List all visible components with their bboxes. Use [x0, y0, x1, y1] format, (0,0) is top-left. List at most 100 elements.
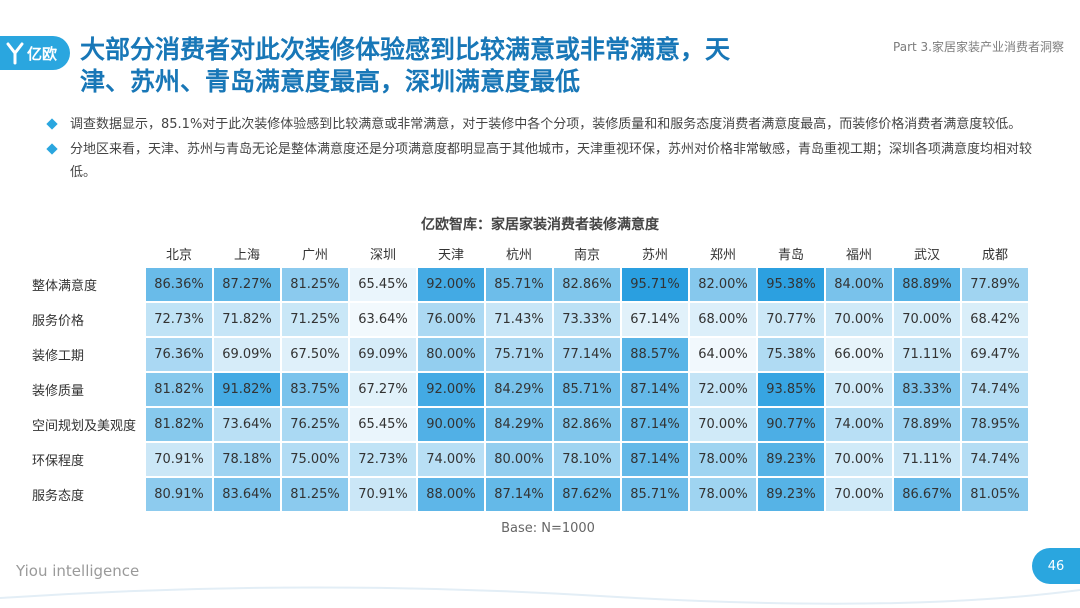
heatmap-cell: 83.33% — [892, 371, 962, 408]
heatmap-cell: 81.82% — [144, 406, 214, 443]
heatmap-cell: 68.42% — [960, 301, 1030, 338]
heatmap-cell: 78.89% — [892, 406, 962, 443]
column-label: 广州 — [301, 247, 328, 263]
heatmap-cell: 90.77% — [756, 406, 826, 443]
heatmap-row: 环保程度 70.91% 78.18% 75.00% 72.73% 74.00% 80.00%… — [28, 441, 1030, 478]
column-label: 武汉 — [913, 247, 940, 263]
heatmap-cell: 84.29% — [484, 406, 554, 443]
heatmap-row: 服务态度 80.91% 83.64% 81.25% 70.91% 88.00% 87.14%… — [28, 476, 1030, 513]
heatmap-cell: 70.00% — [824, 441, 894, 478]
heatmap-cell: 73.64% — [212, 406, 282, 443]
heatmap-cell: 83.64% — [212, 476, 282, 513]
heatmap-cell: 78.00% — [688, 441, 758, 478]
heatmap-row: 空间规划及美观度 81.82% 73.64% 76.25% 65.45% 90.00% 84… — [28, 406, 1030, 443]
heatmap-cell: 71.11% — [892, 441, 962, 478]
column-label: 北京 — [165, 247, 192, 263]
heatmap-cell: 87.14% — [620, 371, 690, 408]
heatmap-cell: 84.29% — [484, 371, 554, 408]
diamond-bullet-icon — [46, 143, 58, 155]
heatmap-cell: 93.85% — [756, 371, 826, 408]
page-number: 46 — [1047, 558, 1065, 574]
heatmap-cell: 65.45% — [348, 266, 418, 303]
heatmap-cell: 83.75% — [280, 371, 350, 408]
heatmap-cell: 85.71% — [620, 476, 690, 513]
heatmap-cell: 88.57% — [620, 336, 690, 373]
heatmap-cell: 71.25% — [280, 301, 350, 338]
heatmap-cell: 70.91% — [144, 441, 214, 478]
heatmap-cell: 65.45% — [348, 406, 418, 443]
heatmap-cell: 78.95% — [960, 406, 1030, 443]
heatmap-cell: 76.36% — [144, 336, 214, 373]
heatmap-cell: 95.38% — [756, 266, 826, 303]
heatmap-cell: 92.00% — [416, 266, 486, 303]
column-label: 天津 — [437, 247, 464, 263]
heatmap-cell: 80.91% — [144, 476, 214, 513]
heatmap-cell: 67.14% — [620, 301, 690, 338]
row-label: 服务态度 — [32, 489, 85, 504]
row-label: 装修工期 — [32, 349, 85, 364]
column-label: 深圳 — [369, 247, 396, 263]
heatmap-cell: 74.00% — [824, 406, 894, 443]
column-label: 上海 — [233, 247, 260, 263]
logo: 亿欧 — [0, 36, 70, 70]
heatmap-cell: 88.00% — [416, 476, 486, 513]
heatmap-cell: 87.14% — [620, 441, 690, 478]
heatmap-cell: 91.82% — [212, 371, 282, 408]
column-label: 福州 — [845, 247, 872, 263]
heatmap-cell: 82.00% — [688, 266, 758, 303]
heatmap-cell: 70.00% — [824, 371, 894, 408]
heatmap-cell: 90.00% — [416, 406, 486, 443]
heatmap-row: 服务价格 72.73% 71.82% 71.25% 63.64% 76.00% 71.43%… — [28, 301, 1030, 338]
heatmap-header-row: 北京 上海 广州 深圳 天津 杭州 南京 苏州 郑州 青岛 福州 武汉 成都 — [28, 240, 1029, 267]
heatmap-cell: 89.23% — [756, 476, 826, 513]
heatmap-cell: 75.71% — [484, 336, 554, 373]
heatmap-cell: 78.00% — [688, 476, 758, 513]
heatmap-cell: 95.71% — [620, 266, 690, 303]
heatmap-cell: 74.74% — [960, 371, 1030, 408]
heatmap-cell: 69.09% — [348, 336, 418, 373]
title-line-1: 大部分消费者对此次装修体验感到比较满意或非常满意，天 — [80, 35, 731, 64]
row-label: 环保程度 — [32, 454, 85, 469]
heatmap-cell: 81.25% — [280, 266, 350, 303]
heatmap-cell: 89.23% — [756, 441, 826, 478]
heatmap-cell: 77.14% — [552, 336, 622, 373]
heatmap-cell: 72.00% — [688, 371, 758, 408]
row-label: 整体满意度 — [32, 279, 98, 294]
heatmap-cell: 87.14% — [484, 476, 554, 513]
heatmap-table: 北京 上海 广州 深圳 天津 杭州 南京 苏州 郑州 青岛 福州 武汉 成都 整体满意度 86.36% 87… — [28, 240, 1030, 513]
heatmap-cell: 78.10% — [552, 441, 622, 478]
bullet-item: 调查数据显示，85.1%对于此次装修体验感到比较满意或非常满意，对于装修中各个分… — [44, 113, 1044, 136]
heatmap-cell: 72.73% — [348, 441, 418, 478]
bullet-text: 调查数据显示，85.1%对于此次装修体验感到比较满意或非常满意，对于装修中各个分… — [70, 117, 1022, 132]
row-label: 空间规划及美观度 — [32, 419, 137, 434]
heatmap-cell: 85.71% — [484, 266, 554, 303]
heatmap-row: 装修质量 81.82% 91.82% 83.75% 67.27% 92.00% 84.29%… — [28, 371, 1030, 408]
heatmap-row: 整体满意度 86.36% 87.27% 81.25% 65.45% 92.00% 85.71… — [28, 266, 1030, 303]
heatmap-cell: 70.00% — [824, 476, 894, 513]
heatmap-cell: 70.00% — [688, 406, 758, 443]
base-note: Base: N=1000 — [501, 521, 595, 536]
heatmap-cell: 81.25% — [280, 476, 350, 513]
heatmap-cell: 68.00% — [688, 301, 758, 338]
heatmap-cell: 74.00% — [416, 441, 486, 478]
heatmap-cell: 81.82% — [144, 371, 214, 408]
page-number-badge: 46 — [1032, 548, 1080, 584]
heatmap-cell: 87.14% — [620, 406, 690, 443]
heatmap-cell: 77.89% — [960, 266, 1030, 303]
column-label: 南京 — [573, 247, 600, 263]
heatmap-cell: 86.67% — [892, 476, 962, 513]
heatmap-cell: 70.91% — [348, 476, 418, 513]
heatmap-cell: 82.86% — [552, 406, 622, 443]
bullet-item: 分地区来看，天津、苏州与青岛无论是整体满意度还是分项满意度都明显高于其他城市，天… — [44, 138, 1044, 184]
heatmap-cell: 88.89% — [892, 266, 962, 303]
heatmap-cell: 92.00% — [416, 371, 486, 408]
column-label: 成都 — [981, 247, 1008, 263]
heatmap-cell: 75.38% — [756, 336, 826, 373]
heatmap-cell: 69.47% — [960, 336, 1030, 373]
heatmap-cell: 69.09% — [212, 336, 282, 373]
heatmap-cell: 70.77% — [756, 301, 826, 338]
footer-brand: Yiou intelligence — [16, 562, 140, 580]
row-label: 服务价格 — [32, 314, 85, 329]
bullet-text: 分地区来看，天津、苏州与青岛无论是整体满意度还是分项满意度都明显高于其他城市，天… — [70, 142, 1033, 180]
heatmap-cell: 67.50% — [280, 336, 350, 373]
